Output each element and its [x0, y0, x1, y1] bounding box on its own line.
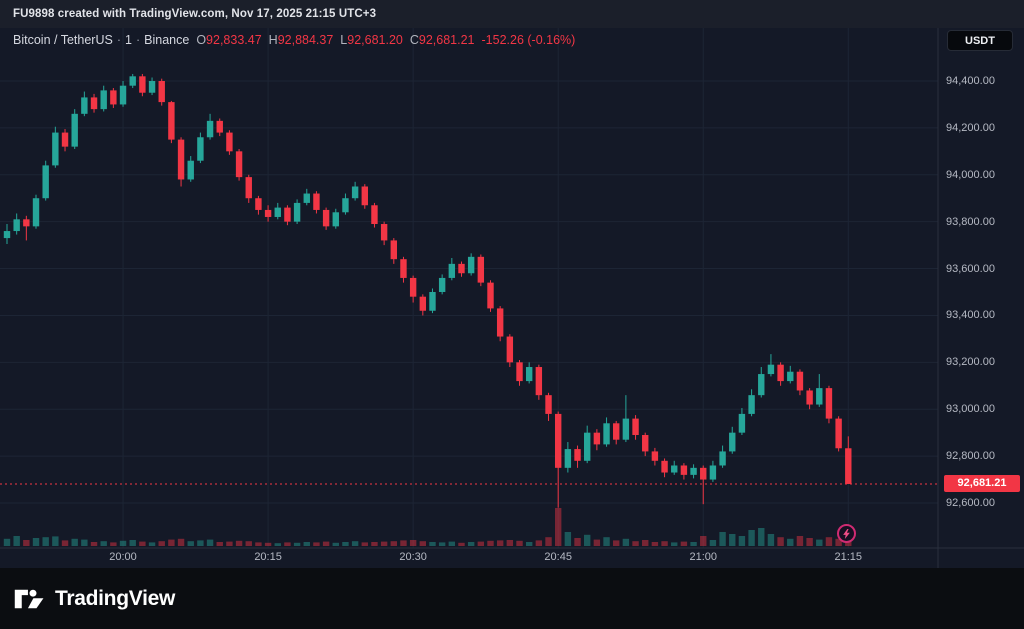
tradingview-logo-icon	[14, 589, 44, 608]
time-axis-label: 20:00	[109, 551, 137, 563]
price-axis-label: 93,200.00	[946, 356, 995, 369]
price-axis-label: 93,600.00	[946, 262, 995, 275]
currency-toggle-button[interactable]: USDT	[947, 30, 1013, 51]
lightning-icon[interactable]	[837, 524, 856, 543]
exchange-label[interactable]: Binance	[144, 33, 190, 47]
open-value: 92,833.47	[206, 33, 262, 47]
watermark-text: FU9898 created with TradingView.com, Nov…	[13, 8, 377, 20]
symbol-title[interactable]: Bitcoin / TetherUS	[13, 33, 113, 47]
price-axis-label: 93,000.00	[946, 403, 995, 416]
high-letter: H	[268, 33, 278, 47]
price-axis-label: 92,600.00	[946, 496, 995, 509]
low-value: 92,681.20	[347, 33, 403, 47]
change-value: -152.26 (-0.16%)	[481, 33, 576, 47]
price-axis-label: 93,800.00	[946, 215, 995, 228]
high-value: 92,884.37	[277, 33, 334, 47]
watermark-bar: FU9898 created with TradingView.com, Nov…	[0, 0, 1024, 28]
footer-bar: TradingView	[0, 568, 1024, 629]
open-letter: O	[196, 33, 207, 47]
symbol-legend[interactable]: Bitcoin / TetherUS · 1 · Binance O92,833.47 H9…	[13, 33, 575, 47]
time-axis-label: 20:30	[399, 551, 427, 563]
time-axis-label: 21:15	[834, 551, 863, 563]
tradingview-logo-text: TradingView	[55, 586, 176, 610]
legend-separator: ·	[135, 33, 141, 47]
lightning-bolt-glyph	[843, 528, 850, 539]
last-price-badge: 92,681.21	[944, 475, 1020, 493]
time-axis-label: 20:45	[544, 551, 572, 563]
price-axis-label: 94,000.00	[946, 168, 995, 181]
legend-separator: ·	[116, 33, 121, 47]
time-axis-label: 20:15	[254, 551, 282, 563]
low-letter: L	[340, 33, 348, 47]
price-axis-label: 93,400.00	[946, 309, 995, 322]
price-axis-label: 92,800.00	[946, 450, 995, 463]
interval-label[interactable]: 1	[125, 33, 132, 47]
price-axis-label: 94,400.00	[946, 75, 995, 87]
candlestick-chart[interactable]	[0, 0, 1024, 568]
close-value: 92,681.21	[418, 33, 475, 47]
price-axis-label: 94,200.00	[946, 121, 995, 134]
time-axis-label: 21:00	[689, 551, 717, 563]
close-letter: C	[409, 33, 419, 47]
